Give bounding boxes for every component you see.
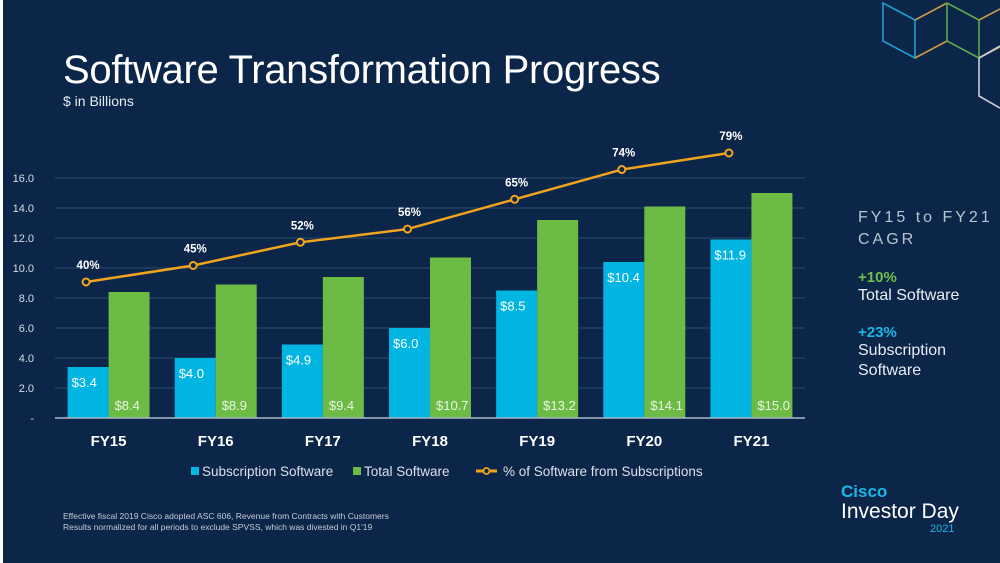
line-data-label: 45% bbox=[184, 243, 207, 255]
bar-label-total: $14.1 bbox=[650, 398, 683, 413]
footnote-line: Effective fiscal 2019 Cisco adopted ASC … bbox=[63, 511, 389, 521]
bar-subscription-software bbox=[496, 290, 538, 418]
bar-label-subscription: $10.4 bbox=[607, 270, 640, 285]
cagr-title: FY15 to FY21 CAGR bbox=[858, 209, 993, 248]
cagr-subscription-label-line2: Software bbox=[858, 362, 922, 379]
bar-subscription-software bbox=[174, 358, 216, 418]
y-tick-label: 4.0 bbox=[19, 353, 34, 365]
brand-year: 2021 bbox=[930, 523, 955, 535]
decorative-cubes-icon bbox=[882, 1, 1000, 109]
subscription-pct-line: 40% 45% 52% 56% 65% 74% 79% bbox=[77, 131, 742, 287]
legend-swatch-total bbox=[353, 467, 361, 475]
x-tick-label: FY15 bbox=[91, 433, 127, 450]
bar-total-software bbox=[215, 284, 257, 418]
y-tick-label: 10.0 bbox=[13, 263, 34, 275]
line-data-label: 74% bbox=[612, 148, 635, 160]
brand-company: Cisco bbox=[841, 482, 888, 501]
bar-label-total: $10.7 bbox=[436, 398, 469, 413]
x-tick-label: FY19 bbox=[519, 433, 555, 450]
bar-subscription-software bbox=[603, 262, 645, 418]
y-tick-label: 16.0 bbox=[13, 173, 34, 185]
cagr-total-label: Total Software bbox=[858, 287, 960, 304]
legend-swatch-marker bbox=[482, 467, 491, 475]
line-marker bbox=[617, 165, 627, 175]
y-tick-label: - bbox=[30, 413, 34, 425]
bar-label-total: $8.4 bbox=[115, 398, 140, 413]
footnote: Effective fiscal 2019 Cisco adopted ASC … bbox=[63, 511, 389, 533]
y-tick-label: 12.0 bbox=[13, 233, 34, 245]
cagr-panel: FY15 to FY21 CAGR +10% Total Software +2… bbox=[858, 207, 1000, 381]
y-tick-label: 6.0 bbox=[19, 323, 34, 335]
x-axis-labels: FY15 FY16 FY17 FY18 FY19 FY20 FY21 bbox=[91, 433, 770, 450]
bar-label-total: $8.9 bbox=[222, 398, 247, 413]
line-data-label: 65% bbox=[505, 177, 528, 189]
slide: - 2.0 4.0 6.0 8.0 10.0 12.0 14.0 16.0 $3.4 $8.4 $4… bbox=[3, 0, 1000, 563]
legend: Subscription Software Total Software % of … bbox=[191, 464, 703, 479]
bar-label-subscription: $6.0 bbox=[393, 336, 418, 351]
footnote-line: Results normalized for all periods to ex… bbox=[63, 522, 373, 532]
bar-subscription-software bbox=[281, 344, 323, 418]
bar-label-total: $15.0 bbox=[757, 398, 790, 413]
bar-total-software bbox=[751, 193, 793, 418]
line-marker bbox=[403, 224, 412, 234]
x-tick-label: FY21 bbox=[733, 433, 769, 450]
chart-subtitle: $ in Billions bbox=[63, 93, 134, 109]
legend-label-pct: % of Software from Subscriptions bbox=[503, 464, 703, 479]
chart: - 2.0 4.0 6.0 8.0 10.0 12.0 14.0 16.0 $3.4 $8.4 $4… bbox=[13, 1, 1000, 479]
line-data-label: 40% bbox=[77, 260, 100, 272]
bar-label-total: $9.4 bbox=[329, 398, 354, 413]
bar-subscription-software bbox=[710, 239, 752, 418]
bar-total-software bbox=[537, 220, 579, 418]
bar-total-software bbox=[644, 206, 686, 418]
bar-total-software bbox=[430, 257, 471, 418]
bar-label-subscription: $11.9 bbox=[714, 248, 746, 263]
y-tick-label: 8.0 bbox=[19, 293, 34, 305]
bar-label-subscription: $3.4 bbox=[72, 375, 97, 390]
legend-swatch-subscription bbox=[191, 467, 199, 475]
bar-total-software bbox=[108, 292, 150, 418]
y-tick-label: 14.0 bbox=[13, 203, 34, 215]
bar-label-total: $13.2 bbox=[543, 398, 576, 413]
y-tick-label: 2.0 bbox=[19, 383, 34, 395]
chart-title: Software Transformation Progress bbox=[63, 48, 661, 92]
legend-label-total: Total Software bbox=[364, 464, 450, 479]
bars: $3.4 $8.4 $4.0 $8.9 $4.9 $9.4 $6.0 $10.7 $8.5 $13… bbox=[67, 193, 793, 418]
bar-label-subscription: $8.5 bbox=[500, 299, 525, 314]
line-marker bbox=[81, 277, 91, 287]
legend-label-subscription: Subscription Software bbox=[202, 464, 333, 479]
cagr-subscription-label-line1: Subscription bbox=[858, 342, 947, 359]
line-marker bbox=[295, 237, 305, 247]
line-data-label: 56% bbox=[398, 207, 421, 219]
bar-subscription-software bbox=[67, 367, 109, 418]
bar-label-subscription: $4.0 bbox=[179, 366, 204, 381]
x-tick-label: FY16 bbox=[198, 433, 234, 450]
bar-label-subscription: $4.9 bbox=[286, 353, 311, 368]
bar-subscription-software bbox=[389, 328, 430, 418]
line-marker bbox=[724, 148, 734, 158]
line-data-label: 79% bbox=[719, 131, 742, 143]
cagr-total-value: +10% bbox=[858, 269, 897, 286]
x-tick-label: FY18 bbox=[412, 433, 448, 450]
line-marker bbox=[188, 260, 198, 270]
x-tick-label: FY20 bbox=[626, 433, 662, 450]
bar-total-software bbox=[322, 277, 364, 418]
line-marker bbox=[510, 194, 520, 204]
y-axis: - 2.0 4.0 6.0 8.0 10.0 12.0 14.0 16.0 bbox=[13, 173, 35, 425]
line-data-label: 52% bbox=[291, 220, 314, 232]
cagr-subscription-value: +23% bbox=[858, 324, 897, 341]
x-tick-label: FY17 bbox=[305, 433, 341, 450]
brand-event: Investor Day bbox=[841, 500, 959, 523]
brand-logo: Cisco Investor Day 2021 bbox=[841, 482, 959, 536]
